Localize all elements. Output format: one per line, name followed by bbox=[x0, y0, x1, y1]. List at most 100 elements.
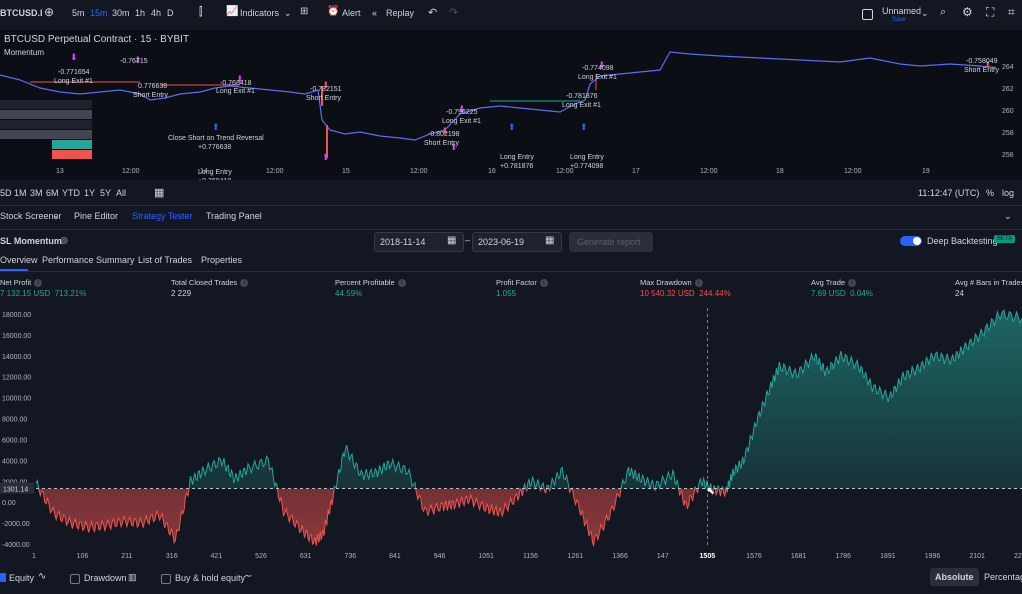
indicators-icon[interactable]: 📈 bbox=[226, 6, 239, 17]
tab-properties[interactable]: Properties bbox=[201, 255, 243, 265]
tab-strategy-tester[interactable]: Strategy Tester bbox=[132, 211, 193, 221]
equity-chart[interactable]: 18000.0016000.0014000.0012000.0010000.00… bbox=[0, 308, 1022, 564]
quick-search-icon[interactable]: ⌕ bbox=[940, 6, 947, 18]
info-icon[interactable]: i bbox=[34, 279, 43, 288]
buyhold-checkbox[interactable] bbox=[161, 573, 175, 584]
templates-icon[interactable]: ⊞ bbox=[300, 6, 309, 17]
info-icon[interactable]: i bbox=[848, 279, 857, 288]
x-tick-label: 147 bbox=[657, 553, 669, 560]
time-axis-label: 12:00 bbox=[410, 168, 428, 175]
trade-annotation: Long Exit #1 bbox=[442, 118, 481, 125]
compare-add-icon[interactable]: ⊕ bbox=[44, 5, 55, 19]
tab-list-of-trades[interactable]: List of Trades bbox=[138, 255, 193, 265]
calendar-icon[interactable]: ▦ bbox=[154, 187, 165, 199]
time-axis-label: 12:00 bbox=[556, 168, 574, 175]
price-series-line bbox=[0, 51, 1022, 141]
interval-5m[interactable]: 5m bbox=[72, 8, 85, 18]
crosshair-label-bg bbox=[697, 550, 720, 561]
trade-annotation: +0.776638 bbox=[198, 144, 231, 151]
tab-stock-screener[interactable]: Stock Screener bbox=[0, 211, 62, 221]
generate-report-button[interactable]: Generate report bbox=[569, 232, 653, 252]
percentage-button[interactable]: Percentage bbox=[984, 572, 1022, 582]
info-icon[interactable]: i bbox=[694, 279, 703, 288]
time-axis-label: 19 bbox=[922, 168, 930, 175]
alert-button[interactable]: Alert bbox=[342, 8, 361, 18]
short-entry-arrow: ⬇ bbox=[322, 80, 330, 90]
log-toggle[interactable]: log bbox=[1002, 188, 1015, 198]
strategy-settings-icon[interactable]: ◎ bbox=[60, 235, 68, 245]
fullscreen-icon[interactable]: ⛶ bbox=[986, 5, 995, 19]
interval-15m[interactable]: 15m bbox=[90, 8, 108, 18]
strategy-stats-overlay bbox=[0, 100, 92, 160]
info-icon[interactable]: i bbox=[539, 279, 548, 288]
tab-performance-summary[interactable]: Performance Summary bbox=[42, 255, 135, 265]
deep-backtesting-toggle[interactable] bbox=[900, 236, 922, 246]
range-3m[interactable]: 3M bbox=[30, 188, 43, 198]
replay-button[interactable]: Replay bbox=[386, 8, 415, 18]
chevron-down-icon[interactable]: ⌄ bbox=[284, 8, 292, 18]
baseline-label-bg bbox=[0, 482, 34, 494]
interval-d[interactable]: D bbox=[167, 8, 174, 18]
redo-icon[interactable]: ↷ bbox=[449, 7, 459, 19]
trade-annotation: Short Entry bbox=[133, 92, 169, 99]
indicators-button[interactable]: Indicators bbox=[240, 8, 280, 18]
tab-overview[interactable]: Overview bbox=[0, 255, 38, 265]
alarm-icon[interactable]: ⏰ bbox=[327, 6, 340, 17]
tab-pine-editor[interactable]: Pine Editor bbox=[74, 211, 119, 221]
time-axis-label: 17 bbox=[632, 168, 640, 175]
range-5d[interactable]: 5D bbox=[0, 188, 12, 198]
metric-max-drawdown: Max Drawdown i 10 540.32 USD 244.44% bbox=[640, 278, 731, 298]
tab-trading-panel[interactable]: Trading Panel bbox=[206, 211, 262, 221]
range-all[interactable]: All bbox=[116, 188, 127, 198]
utc-time[interactable]: 11:12:47 (UTC) bbox=[918, 188, 980, 198]
date-from-field[interactable]: 2018-11-14 ▦ bbox=[374, 232, 464, 252]
rewind-icon[interactable]: « bbox=[372, 8, 378, 18]
price-chart[interactable]: ⬇ ⬇ ⬇ ⬇ ⬇ ⬇ ⬇ ⬇ ⬆ ⬆ ⬆ ⬆ ⬆ -0.76715 -0.771… bbox=[0, 30, 1022, 180]
range-1m[interactable]: 1M bbox=[14, 188, 27, 198]
long-exit-arrow: ⬇ bbox=[458, 104, 466, 114]
range-ytd[interactable]: YTD bbox=[62, 188, 80, 198]
indicator-name[interactable]: Momentum bbox=[4, 48, 45, 57]
interval-30m[interactable]: 30m bbox=[112, 8, 130, 18]
percent-toggle[interactable]: % bbox=[986, 188, 995, 198]
range-6m[interactable]: 6M bbox=[46, 188, 59, 198]
time-axis[interactable]: 13 12:00 14 12:00 15 12:00 16 12:00 17 12:00 18 12:… bbox=[0, 168, 1000, 180]
x-tick-label: 106 bbox=[77, 553, 89, 560]
info-icon[interactable]: i bbox=[240, 279, 249, 288]
drawdown-checkbox[interactable] bbox=[70, 573, 84, 584]
trade-annotation: Long Entry bbox=[500, 154, 534, 161]
gear-icon[interactable]: ⚙ bbox=[962, 5, 973, 19]
layout-chevron-icon[interactable]: ⌄ bbox=[921, 8, 929, 18]
equity-checkbox[interactable] bbox=[0, 573, 6, 582]
x-tick-label: 1576 bbox=[746, 553, 762, 560]
metric-total-closed-trades: Total Closed Trades i 2 229 bbox=[171, 278, 249, 298]
trade-annotation: -0.76715 bbox=[120, 58, 148, 65]
price-axis[interactable]: 264 262 260 258 256 bbox=[1000, 30, 1022, 180]
collapse-icon[interactable]: ⌄ bbox=[1004, 211, 1012, 221]
layout-name[interactable]: Unnamed bbox=[882, 6, 922, 16]
absolute-button[interactable]: Absolute bbox=[930, 568, 979, 586]
snapshot-icon[interactable]: ⌗ bbox=[1008, 5, 1015, 19]
range-5y[interactable]: 5Y bbox=[100, 188, 112, 198]
undo-icon[interactable]: ↶ bbox=[428, 7, 438, 19]
metric-label: Profit Factor bbox=[496, 278, 537, 287]
interval-4h[interactable]: 4h bbox=[151, 8, 162, 18]
chevron-down-icon[interactable]: ⌄ bbox=[52, 211, 60, 221]
layout-icon[interactable] bbox=[862, 9, 873, 20]
y-tick-label: 4000.00 bbox=[2, 458, 27, 465]
trade-annotation: -0.796225 bbox=[446, 109, 478, 116]
date-to-field[interactable]: 2023-06-19 ▦ bbox=[472, 232, 562, 252]
range-1y[interactable]: 1Y bbox=[84, 188, 96, 198]
short-exit-arrow: ⬆ bbox=[322, 152, 330, 162]
info-icon[interactable]: i bbox=[397, 279, 406, 288]
metrics-row: Net Profit i 7 132.15 USD 713.21% Total C… bbox=[0, 274, 1022, 306]
strategy-name[interactable]: SL Momentum bbox=[0, 236, 62, 246]
x-tick-label: 211 bbox=[121, 553, 132, 560]
bottom-bar: Equity ∿ Drawdown ▥ Buy & hold equity ∼ … bbox=[0, 564, 1022, 594]
interval-1h[interactable]: 1h bbox=[135, 8, 146, 18]
candle-type-icon[interactable]: ⫿ bbox=[199, 6, 203, 18]
x-tick-label: 316 bbox=[166, 553, 178, 560]
time-axis-label: 16 bbox=[488, 168, 496, 175]
symbol-search[interactable]: BTCUSD.I bbox=[0, 8, 43, 18]
x-tick-label: 1786 bbox=[835, 553, 851, 560]
